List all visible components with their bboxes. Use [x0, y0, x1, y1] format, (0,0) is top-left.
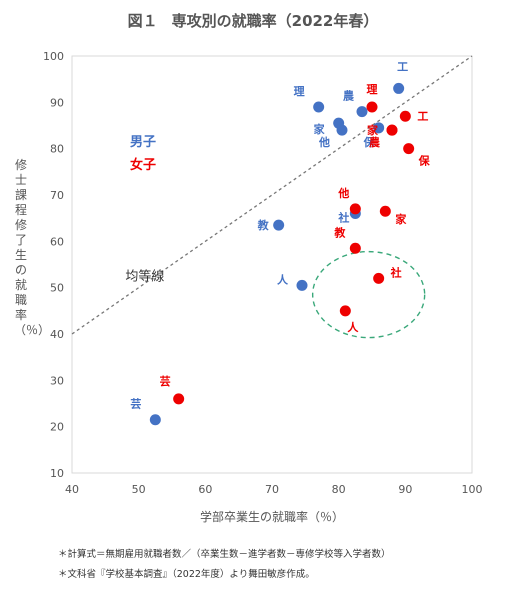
female-point-label: 芸 [160, 374, 171, 388]
note-formula: ＊計算式＝無期雇用就職者数／（卒業生数－進学者数－専修学校等入学者数） [58, 549, 391, 560]
x-tick-label: 80 [332, 483, 346, 496]
legend-female: 女子 [130, 158, 157, 173]
y-tick-label: 90 [50, 96, 64, 109]
x-tick-label: 50 [132, 483, 146, 496]
female-point-label: 工 [417, 110, 428, 123]
x-tick-label: 70 [265, 483, 279, 496]
y-tick-label: 100 [43, 50, 64, 63]
male-point [296, 279, 308, 291]
y-tick-label: 70 [50, 189, 64, 202]
female-point-label: 農 [369, 135, 381, 149]
male-point-label: 工 [397, 60, 408, 73]
y-axis-label: 修士課程修了生の就職率（％） [14, 158, 51, 337]
female-point [173, 393, 185, 405]
male-point [373, 122, 385, 134]
note-source: ＊文科省『学校基本調査』（2022年度）より舞田敏彦作成。 [58, 569, 315, 580]
female-point [349, 242, 361, 254]
female-point [386, 124, 398, 136]
female-point-label: 家 [395, 212, 407, 226]
legend-male: 男子 [130, 135, 157, 150]
highlight-ellipse [311, 250, 426, 339]
y-tick-label: 10 [50, 467, 64, 480]
male-point-label: 理 [294, 85, 305, 98]
female-point [379, 205, 391, 217]
female-point-label: 人 [347, 320, 359, 334]
male-point [336, 124, 348, 136]
female-point-label: 理 [367, 83, 378, 96]
female-point-label: 社 [390, 265, 402, 279]
plot-area [71, 55, 473, 474]
male-point [356, 106, 368, 118]
x-tick-label: 60 [198, 483, 212, 496]
male-point-label: 農 [343, 89, 355, 103]
male-point-label: 社 [337, 211, 349, 225]
x-tick-label: 90 [398, 483, 412, 496]
figure-number: 図１ [127, 12, 158, 30]
equality-line [71, 55, 473, 335]
female-point-label: 他 [337, 186, 349, 200]
male-point [149, 414, 161, 426]
y-tick-label: 30 [50, 374, 64, 387]
y-tick-label: 80 [50, 143, 64, 156]
female-point [349, 203, 361, 215]
equality-line-label: 均等線 [125, 269, 164, 285]
male-point-label: 家 [314, 122, 326, 136]
male-point [313, 101, 325, 113]
female-point [399, 110, 411, 122]
y-tick-label: 50 [50, 282, 64, 295]
female-point-label: 保 [418, 154, 431, 168]
female-point [403, 143, 415, 155]
male-point-label: 人 [277, 272, 289, 286]
female-point [339, 305, 351, 317]
female-point [366, 101, 378, 113]
chart-title: 図１ 専攻別の就職率（2022年春） [0, 10, 506, 31]
chart-title-text: 専攻別の就職率（2022年春） [171, 12, 379, 30]
male-point-label: 保 [363, 135, 376, 149]
x-tick-label: 100 [462, 483, 483, 496]
x-axis-label: 学部卒業生の就職率（％） [199, 510, 344, 524]
female-point [373, 272, 385, 284]
female-point-label: 家 [367, 123, 379, 137]
y-tick-label: 60 [50, 235, 64, 248]
male-point-label: 芸 [130, 397, 141, 411]
y-tick-label: 40 [50, 328, 64, 341]
male-point-label: 他 [318, 135, 330, 149]
male-point [393, 82, 405, 94]
female-point-label: 教 [333, 225, 346, 239]
x-tick-label: 40 [65, 483, 79, 496]
male-point [273, 219, 285, 231]
male-point-label: 教 [257, 218, 270, 232]
y-tick-label: 20 [50, 421, 64, 434]
